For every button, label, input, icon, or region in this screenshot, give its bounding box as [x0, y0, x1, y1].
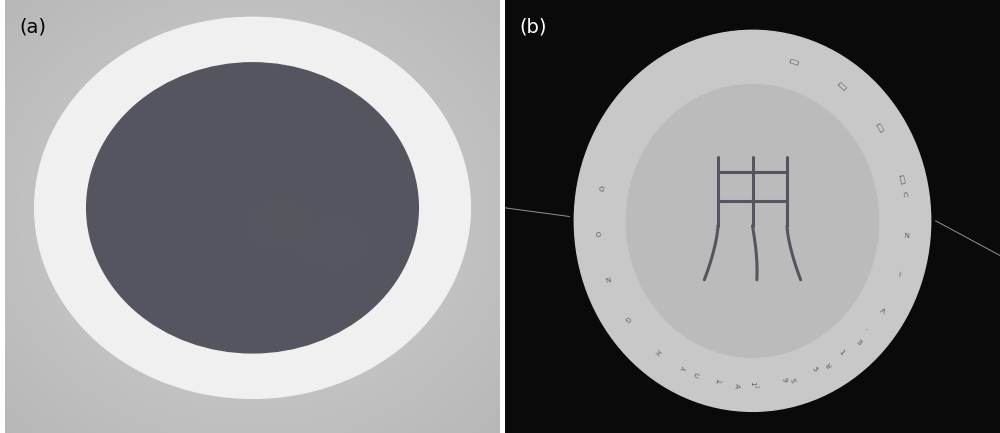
Text: 1: 1 — [750, 381, 756, 385]
Text: Y: Y — [681, 366, 688, 373]
Text: A: A — [733, 383, 740, 388]
Text: I: I — [755, 385, 761, 388]
Text: (b): (b) — [520, 17, 547, 36]
Text: ·: · — [718, 378, 724, 381]
Ellipse shape — [249, 203, 312, 246]
Text: H: H — [653, 347, 661, 355]
Text: D: D — [598, 183, 604, 190]
Ellipse shape — [285, 154, 340, 192]
Text: (a): (a) — [20, 17, 47, 36]
Ellipse shape — [190, 137, 240, 172]
Text: I: I — [898, 269, 901, 275]
Text: 大: 大 — [875, 121, 884, 131]
Text: S: S — [792, 377, 799, 383]
Text: U: U — [691, 371, 698, 378]
Text: 学: 学 — [898, 173, 906, 183]
Text: R: R — [826, 361, 834, 368]
Text: N: N — [904, 229, 910, 236]
Text: G: G — [624, 314, 631, 322]
Text: E: E — [856, 336, 864, 344]
Ellipse shape — [258, 194, 307, 229]
Text: 5: 5 — [810, 366, 818, 372]
Text: U: U — [902, 189, 908, 195]
Text: V: V — [880, 305, 887, 312]
Text: T: T — [717, 380, 724, 386]
Text: 华: 华 — [836, 80, 846, 90]
Text: 1: 1 — [838, 349, 845, 356]
Text: 9: 9 — [781, 377, 787, 382]
Ellipse shape — [299, 220, 366, 266]
Ellipse shape — [574, 30, 931, 411]
Ellipse shape — [35, 17, 470, 398]
Text: 东: 东 — [787, 57, 798, 65]
Text: N: N — [604, 274, 611, 281]
Ellipse shape — [146, 150, 208, 193]
Text: ·: · — [862, 326, 868, 333]
Ellipse shape — [626, 84, 879, 357]
Ellipse shape — [265, 197, 326, 239]
Text: O: O — [595, 229, 601, 236]
Ellipse shape — [87, 63, 418, 353]
Ellipse shape — [144, 215, 208, 260]
